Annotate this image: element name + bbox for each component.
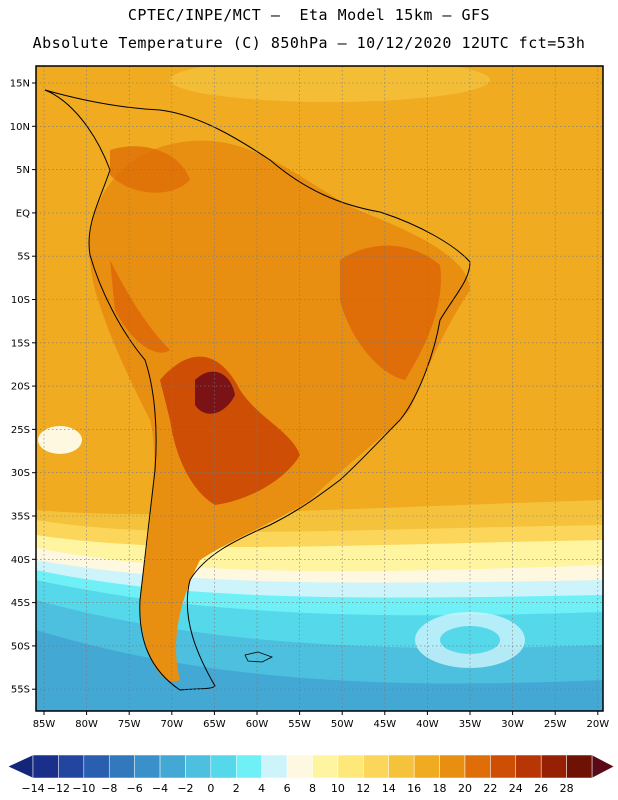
colorbar-label: 12	[356, 782, 370, 795]
lat-tick-label: 50S	[11, 641, 30, 652]
colorbar-segment	[490, 754, 517, 779]
colorbar-segment	[236, 754, 262, 779]
swirl-cold-core	[440, 626, 500, 654]
colorbar-segment	[261, 754, 288, 779]
lat-tick-label: 5S	[17, 252, 30, 263]
colorbar-segment	[515, 754, 542, 779]
colorbar-label: 24	[509, 782, 523, 795]
colorbar-segment	[286, 754, 313, 779]
hot-region-andes-west	[110, 260, 170, 353]
lon-tick-label: 55W	[288, 719, 311, 730]
lat-tick-label: 15S	[11, 338, 30, 349]
lat-tick-label: 10S	[11, 295, 30, 306]
lat-tick-label: 40S	[11, 555, 30, 566]
colorbar: −14 −12 −10 −8 −6 −4 −2 0 2 4 6 8 10 12 14 16 18 20 22 24 26…	[7, 754, 615, 795]
lon-tick-label: 30W	[501, 719, 524, 730]
lon-tick-label: 20W	[586, 719, 609, 730]
colorbar-segment	[83, 754, 110, 779]
pacific-cool-patch	[38, 426, 82, 454]
lon-tick-label: 65W	[203, 719, 226, 730]
colorbar-segment	[540, 754, 567, 779]
colorbar-label: 28	[560, 782, 574, 795]
colorbar-segment	[185, 754, 212, 779]
colorbar-label: −4	[152, 782, 168, 795]
lon-tick-label: 75W	[118, 719, 141, 730]
colorbar-label: −8	[101, 782, 117, 795]
colorbar-label: 2	[233, 782, 240, 795]
lon-tick-label: 40W	[416, 719, 439, 730]
colorbar-segment	[566, 754, 593, 779]
colorbar-label: 0	[207, 782, 214, 795]
colorbar-low-arrow	[7, 754, 34, 779]
caribbean-band	[170, 66, 490, 102]
lat-tick-label: 35S	[11, 512, 30, 523]
colorbar-segment	[312, 754, 339, 779]
colorbar-segment	[210, 754, 237, 779]
colorbar-label: 8	[309, 782, 316, 795]
colorbar-label: 6	[284, 782, 291, 795]
colorbar-label: −14	[21, 782, 44, 795]
lat-tick-label: 25S	[11, 425, 30, 436]
lat-tick-label: EQ	[16, 208, 30, 219]
map-title-line-2: Absolute Temperature (C) 850hPa – 10/12/…	[32, 34, 586, 52]
colorbar-label: 16	[407, 782, 421, 795]
lon-tick-label: 80W	[75, 719, 98, 730]
colorbar-segment	[439, 754, 466, 779]
colorbar-label: −2	[177, 782, 193, 795]
map-title-line-1: CPTEC/INPE/MCT – Eta Model 15km – GFS	[127, 6, 491, 24]
colorbar-label: 26	[534, 782, 548, 795]
colorbar-segment	[413, 754, 440, 779]
band-minus-2	[36, 630, 603, 711]
lat-tick-label: 30S	[11, 468, 30, 479]
colorbar-label: 10	[331, 782, 345, 795]
hot-region-north	[110, 146, 190, 193]
lon-tick-label: 25W	[544, 719, 567, 730]
lat-tick-label: 55S	[11, 685, 30, 696]
colorbar-segment	[108, 754, 135, 779]
colorbar-segment	[32, 754, 59, 779]
colorbar-label: 14	[382, 782, 396, 795]
lon-tick-label: 50W	[331, 719, 354, 730]
falkland-islands	[244, 651, 274, 663]
colorbar-label: 18	[433, 782, 447, 795]
colorbar-segment	[464, 754, 491, 779]
lon-tick-label: 45W	[373, 719, 396, 730]
lat-tick-label: 15N	[10, 79, 30, 90]
colorbar-segment	[337, 754, 364, 779]
lat-tick-label: 5N	[16, 165, 30, 176]
colorbar-segment	[58, 754, 85, 779]
lat-tick-label: 10N	[10, 122, 30, 133]
colorbar-segment	[159, 754, 186, 779]
coastline	[44, 89, 471, 691]
hottest-core	[195, 371, 235, 414]
lon-tick-label: 70W	[160, 719, 183, 730]
colorbar-high-arrow	[591, 754, 615, 779]
lat-tick-label: 20S	[11, 382, 30, 393]
colorbar-label: 22	[483, 782, 497, 795]
hot-region-brazil	[340, 245, 441, 380]
colorbar-label: −6	[127, 782, 143, 795]
colorbar-segment	[388, 754, 415, 779]
lon-tick-label: 60W	[246, 719, 269, 730]
colorbar-label: −10	[72, 782, 95, 795]
lon-tick-label: 85W	[33, 719, 56, 730]
colorbar-label: 20	[458, 782, 472, 795]
colorbar-segment	[134, 754, 161, 779]
map-frame	[35, 65, 604, 712]
colorbar-segment	[363, 754, 389, 779]
lon-tick-label: 35W	[459, 719, 482, 730]
colorbar-label: 4	[258, 782, 265, 795]
lat-tick-label: 45S	[11, 598, 30, 609]
colorbar-label: −12	[47, 782, 70, 795]
